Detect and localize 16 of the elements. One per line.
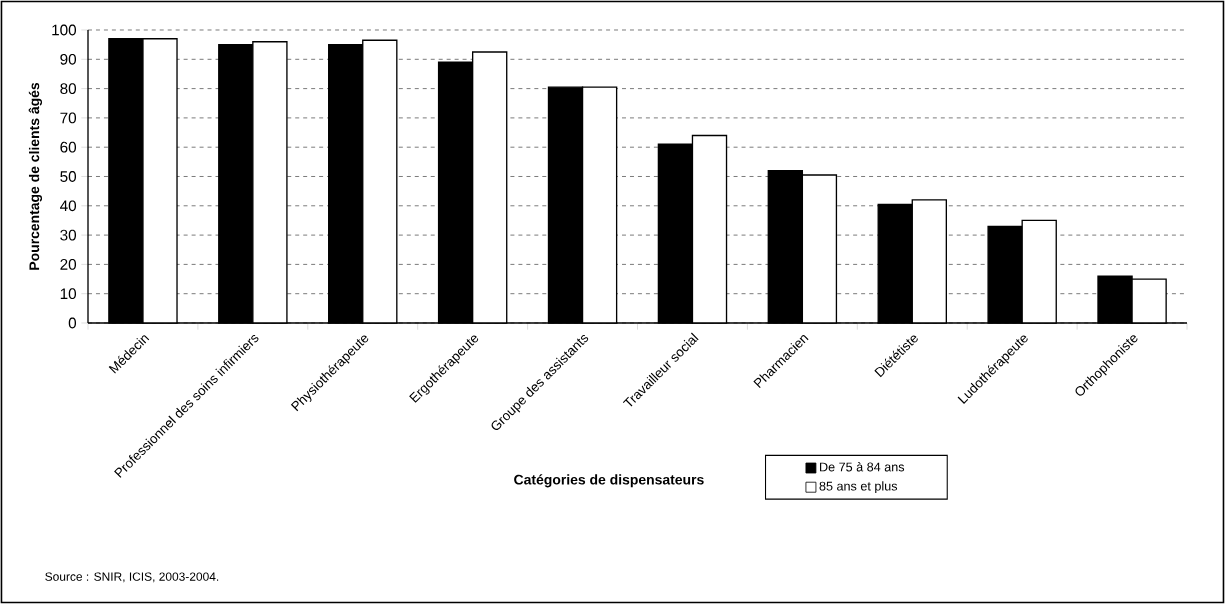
y-tick-label: 40: [60, 200, 77, 212]
legend-label: 85 ans et plus: [819, 481, 898, 494]
x-axis-title: Catégories de dispensateurs: [514, 474, 704, 488]
y-tick-label: 90: [60, 53, 77, 65]
y-tick-label: 100: [52, 24, 77, 36]
y-tick-label: 50: [60, 171, 77, 182]
y-tick-label: 10: [60, 288, 77, 300]
y-tick-label: 0: [68, 317, 77, 329]
source-note: Source : SNIR, ICIS, 2003-2004.: [45, 572, 219, 583]
y-tick-label: 80: [60, 83, 77, 94]
y-axis-title: Pourcentage de clients âgés: [28, 82, 43, 270]
y-tick-label: 60: [60, 141, 77, 153]
y-tick-label: 30: [60, 229, 77, 241]
y-tick-label: 70: [60, 112, 77, 124]
y-tick-label: 20: [60, 258, 77, 270]
legend-label: De 75 à 84 ans: [820, 462, 905, 472]
